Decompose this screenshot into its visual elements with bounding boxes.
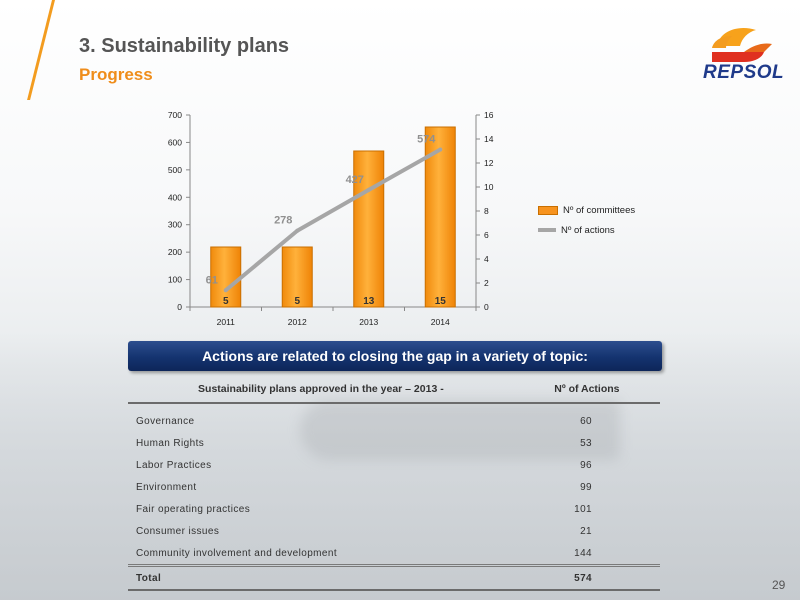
y-tick-label-right: 2 (484, 278, 489, 288)
y-tick-label-left: 700 (168, 110, 182, 120)
x-tick-label: 2013 (359, 317, 378, 327)
y-tick-label-left: 100 (168, 275, 182, 285)
bar-committees (353, 150, 385, 308)
line-data-label: 574 (417, 134, 436, 146)
line-point (223, 288, 228, 293)
chart: 0 100 200 300 400 500 600 700 0 2 4 6 8 10 12 14 16 2011 2… (168, 110, 494, 327)
table-cell: 53 (580, 437, 592, 449)
y-tick-label-right: 8 (484, 206, 489, 216)
y-tick-label-right: 10 (484, 182, 494, 192)
legend-item-committees: Nº of committees (538, 200, 635, 220)
y-tick-label-right: 4 (484, 254, 489, 264)
chart-legend: Nº of committees Nº of actions (538, 200, 635, 240)
table-header: Nº of Actions (513, 376, 660, 404)
table-cell: 574 (513, 565, 660, 591)
y-tick-label-left: 0 (177, 302, 182, 312)
table-row: Community involvement and development 14… (128, 542, 660, 567)
table-cell: Human Rights (136, 437, 205, 449)
x-tick-label: 2014 (431, 317, 450, 327)
topic-banner: Actions are related to closing the gap i… (128, 341, 662, 371)
bar-data-label: 5 (223, 296, 229, 307)
legend-label: Nº of committees (563, 204, 636, 216)
table-row: Labor Practices 96 (128, 454, 660, 476)
table-header: Sustainability plans approved in the yea… (128, 376, 514, 404)
line-point (438, 147, 443, 152)
table-row: Environment 99 (128, 476, 660, 498)
legend-swatch-line (538, 228, 556, 232)
accent-line (27, 0, 55, 100)
table-cell: 96 (580, 459, 592, 471)
table-cell: 60 (580, 415, 592, 427)
logo-text: REPSOL (703, 62, 785, 83)
line-data-label: 61 (206, 274, 218, 286)
bar-data-label: 15 (435, 296, 447, 307)
legend-swatch-bar (538, 205, 558, 215)
bar-data-label: 13 (363, 296, 375, 307)
table-cell: Consumer issues (136, 525, 220, 537)
bar-committees (281, 246, 313, 308)
legend-label: Nº of actions (561, 224, 615, 236)
background-ship (300, 400, 620, 460)
y-tick-label-left: 600 (168, 137, 182, 147)
y-tick-label-right: 14 (484, 134, 494, 144)
page-number: 29 (772, 578, 786, 592)
table-cell: 101 (574, 503, 592, 515)
actions-table: Sustainability plans approved in the yea… (128, 376, 660, 591)
bar-data-label: 5 (294, 296, 300, 307)
y-tick-label-right: 12 (484, 158, 494, 168)
table-header-row: Sustainability plans approved in the yea… (128, 376, 660, 404)
table-cell: Governance (136, 415, 195, 427)
table-cell: 144 (513, 542, 660, 567)
table-cell: Total (128, 565, 514, 591)
line-point (366, 187, 371, 192)
y-tick-label-left: 300 (168, 220, 182, 230)
table-cell: Community involvement and development (128, 542, 514, 567)
line-point (295, 228, 300, 233)
legend-item-actions: Nº of actions (538, 220, 635, 240)
table-row: Human Rights 53 (128, 432, 660, 454)
y-tick-label-right: 16 (484, 110, 494, 120)
y-tick-label-left: 400 (168, 192, 182, 202)
table-total-row: Total 574 (128, 565, 660, 591)
table-row: Consumer issues 21 (128, 520, 660, 542)
table-cell: Fair operating practices (136, 503, 251, 515)
slide-title: 3. Sustainability plans (79, 35, 290, 57)
x-tick-label: 2012 (288, 317, 307, 327)
line-data-label: 278 (274, 215, 292, 227)
table-cell: Environment (136, 481, 197, 493)
y-tick-label-left: 500 (168, 165, 182, 175)
bar-committees (210, 246, 242, 308)
line-actions (224, 147, 442, 292)
x-tick-label: 2011 (217, 317, 236, 327)
slide-subtitle: Progress (79, 65, 153, 84)
y-tick-label-left: 200 (168, 247, 182, 257)
table-row: Fair operating practices 101 (128, 498, 660, 520)
table-cell: Labor Practices (136, 459, 212, 471)
y-tick-label-right: 0 (484, 302, 489, 312)
table-row: Governance 60 (128, 403, 660, 432)
repsol-logo-icon (712, 27, 772, 62)
line-data-label: 427 (346, 174, 364, 186)
table-cell: 99 (580, 481, 592, 493)
table-cell: 21 (580, 525, 592, 537)
y-tick-label-right: 6 (484, 230, 489, 240)
